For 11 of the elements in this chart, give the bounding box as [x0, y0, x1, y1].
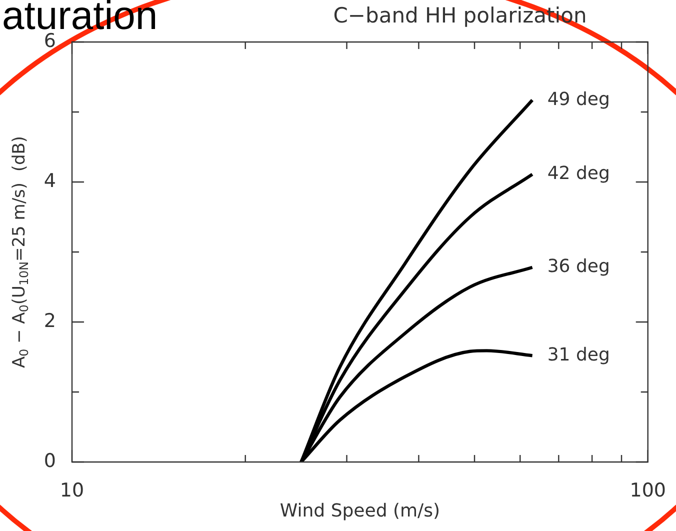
y-tick-label: 4: [44, 170, 56, 192]
y-axis-title: A0 − A0(U10N=25 m/s) (dB): [9, 136, 32, 368]
series-label: 36 deg: [547, 256, 610, 278]
series-label: 42 deg: [547, 162, 610, 184]
series-label: 31 deg: [547, 344, 610, 366]
y-tick-label: 0: [44, 450, 56, 472]
y-tick-label: 2: [44, 310, 56, 332]
x-axis-title: Wind Speed (m/s): [280, 500, 440, 522]
x-tick-label: 100: [630, 479, 666, 502]
x-tick-label: 10: [60, 479, 84, 502]
series-label: 49 deg: [547, 88, 610, 110]
